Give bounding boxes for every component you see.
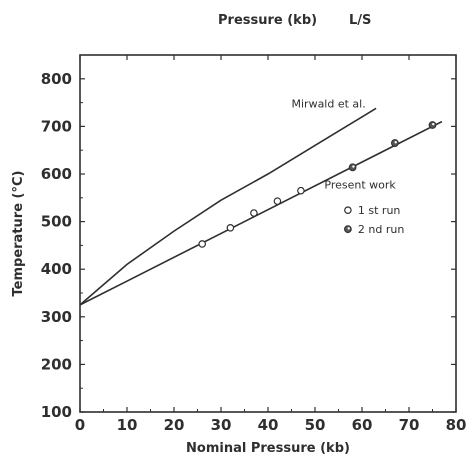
- legend-label-1st-run: 1 st run: [358, 204, 401, 217]
- x-tick-label: 50: [305, 416, 326, 434]
- data-point-1st-run: [198, 240, 207, 248]
- y-axis-label: Temperature (°C): [11, 171, 26, 297]
- y-tick-label: 300: [41, 308, 72, 326]
- annotation-mirwald-et-al: Mirwald et al.: [292, 97, 366, 110]
- chart-title-right: L/S: [349, 13, 371, 28]
- plot-area: 0 10 20 30 40 50 60 70 80 100 200 300 400 500 600 700 80…: [11, 13, 466, 456]
- data-point-2nd-run-highlight: [432, 122, 435, 126]
- x-tick-label: 80: [446, 416, 467, 434]
- data-point-1st-run: [297, 186, 305, 195]
- x-tick-label: 40: [258, 416, 279, 434]
- data-point-1st-run: [226, 223, 235, 232]
- data-point-2nd-run-highlight: [394, 141, 397, 144]
- y-tick-label: 600: [41, 165, 72, 183]
- y-tick-label: 200: [41, 355, 72, 373]
- chart-title: Pressure (kb): [218, 13, 317, 28]
- series-line-mirwald-et-al: [79, 107, 377, 306]
- data-point-1st-run: [250, 209, 258, 217]
- series-line-present-work: [79, 120, 443, 306]
- y-tick-label: 500: [41, 213, 72, 231]
- annotation-present-work: Present work: [324, 178, 396, 191]
- legend-label-2nd-run: 2 nd run: [358, 223, 404, 236]
- x-tick-label: 10: [117, 416, 138, 434]
- x-tick-label: 60: [352, 416, 373, 434]
- x-tick-label: 0: [75, 416, 85, 434]
- x-tick-label: 30: [211, 416, 232, 434]
- x-tick-label: 20: [164, 416, 185, 434]
- data-point-1st-run: [273, 197, 282, 205]
- x-axis-label: Nominal Pressure (kb): [186, 441, 350, 456]
- y-tick-label: 400: [41, 260, 72, 278]
- legend-marker-1st-run: [344, 206, 352, 214]
- y-tick-label: 100: [41, 403, 72, 421]
- y-tick-label: 800: [41, 70, 72, 88]
- x-tick-label: 70: [399, 416, 420, 434]
- y-tick-label: 700: [41, 117, 72, 135]
- legend-marker-2nd-run-highlight: [347, 227, 350, 230]
- data-point-2nd-run-highlight: [352, 165, 355, 168]
